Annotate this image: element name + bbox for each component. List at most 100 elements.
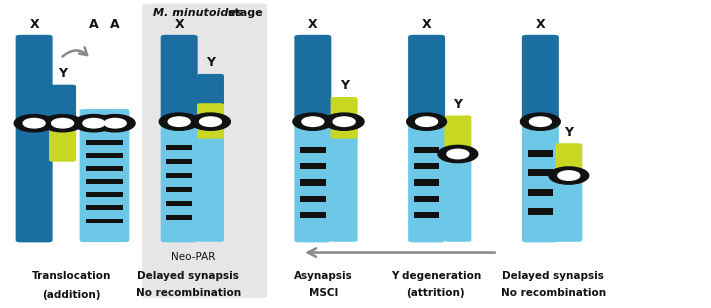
Circle shape — [520, 113, 560, 130]
Text: X: X — [29, 18, 39, 31]
Text: Delayed synapsis: Delayed synapsis — [137, 271, 240, 281]
Text: M. minutoides: M. minutoides — [153, 8, 242, 18]
Text: X: X — [535, 18, 545, 31]
Bar — [414, 180, 439, 185]
FancyBboxPatch shape — [49, 122, 76, 162]
Bar — [528, 169, 553, 176]
FancyBboxPatch shape — [331, 97, 358, 139]
Bar — [300, 163, 326, 169]
FancyBboxPatch shape — [197, 103, 224, 139]
FancyBboxPatch shape — [408, 35, 445, 124]
Bar — [166, 201, 192, 206]
Text: Y: Y — [206, 56, 215, 69]
Circle shape — [43, 115, 82, 132]
Bar — [528, 188, 553, 196]
Text: Y: Y — [58, 67, 67, 80]
Bar — [528, 150, 553, 157]
Circle shape — [407, 113, 447, 130]
Text: A: A — [110, 18, 120, 31]
FancyBboxPatch shape — [294, 120, 331, 242]
Circle shape — [447, 149, 469, 159]
Circle shape — [333, 117, 355, 126]
Text: Translocation: Translocation — [31, 271, 111, 281]
Bar — [166, 159, 192, 164]
FancyBboxPatch shape — [161, 35, 198, 124]
Bar — [86, 140, 124, 145]
Text: Neo-PAR: Neo-PAR — [171, 252, 215, 262]
FancyBboxPatch shape — [49, 85, 76, 125]
Circle shape — [293, 113, 333, 130]
FancyBboxPatch shape — [331, 122, 357, 134]
FancyBboxPatch shape — [16, 35, 53, 242]
Text: Asynapsis: Asynapsis — [294, 271, 353, 281]
Text: stage: stage — [224, 8, 262, 18]
Circle shape — [200, 117, 221, 126]
Bar — [414, 147, 439, 153]
FancyBboxPatch shape — [197, 136, 224, 242]
Circle shape — [438, 145, 478, 163]
FancyArrowPatch shape — [63, 47, 87, 57]
Bar — [300, 196, 326, 202]
Bar — [414, 212, 439, 218]
Bar — [86, 179, 124, 184]
Text: Delayed synapsis: Delayed synapsis — [502, 271, 604, 281]
Circle shape — [74, 115, 114, 132]
Text: X: X — [422, 18, 432, 31]
Circle shape — [558, 171, 579, 180]
Circle shape — [83, 119, 105, 128]
Text: A: A — [89, 18, 99, 31]
Text: MSCI: MSCI — [309, 288, 338, 298]
FancyBboxPatch shape — [522, 35, 559, 124]
Bar — [166, 187, 192, 192]
FancyBboxPatch shape — [142, 4, 267, 298]
FancyBboxPatch shape — [444, 116, 471, 152]
Text: No recombination: No recombination — [501, 288, 606, 298]
Circle shape — [549, 167, 589, 184]
Bar — [300, 212, 326, 218]
Circle shape — [95, 115, 135, 132]
Text: (addition): (addition) — [42, 290, 100, 300]
Text: X: X — [308, 18, 318, 31]
FancyBboxPatch shape — [101, 109, 129, 242]
Circle shape — [52, 119, 73, 128]
Circle shape — [416, 117, 437, 126]
Circle shape — [324, 113, 364, 130]
Text: Y degeneration: Y degeneration — [391, 271, 481, 281]
Circle shape — [23, 119, 45, 128]
FancyBboxPatch shape — [331, 120, 358, 242]
FancyBboxPatch shape — [294, 35, 331, 124]
Bar — [166, 214, 192, 220]
Circle shape — [169, 117, 190, 126]
Bar — [86, 166, 124, 171]
Bar — [86, 205, 124, 210]
FancyBboxPatch shape — [522, 120, 559, 242]
Text: No recombination: No recombination — [136, 288, 241, 298]
Text: (attrition): (attrition) — [407, 288, 465, 298]
Bar — [86, 218, 124, 224]
Text: Y: Y — [565, 126, 573, 139]
Bar — [86, 192, 124, 197]
FancyBboxPatch shape — [408, 120, 445, 242]
FancyBboxPatch shape — [444, 152, 471, 242]
Text: Y: Y — [454, 98, 462, 111]
Text: X: X — [174, 18, 184, 31]
Bar — [528, 208, 553, 215]
FancyBboxPatch shape — [161, 120, 198, 242]
Bar — [414, 196, 439, 202]
Circle shape — [302, 117, 324, 126]
Bar — [300, 147, 326, 153]
Circle shape — [530, 117, 551, 126]
Bar — [166, 173, 192, 178]
Circle shape — [191, 113, 230, 130]
Text: Y: Y — [340, 79, 348, 92]
Bar — [300, 180, 326, 185]
FancyBboxPatch shape — [555, 143, 582, 174]
Circle shape — [159, 113, 199, 130]
FancyBboxPatch shape — [80, 109, 108, 242]
Circle shape — [105, 119, 126, 128]
Bar — [414, 163, 439, 169]
FancyBboxPatch shape — [197, 74, 224, 106]
Circle shape — [14, 115, 54, 132]
Bar — [86, 153, 124, 158]
FancyBboxPatch shape — [555, 174, 582, 242]
